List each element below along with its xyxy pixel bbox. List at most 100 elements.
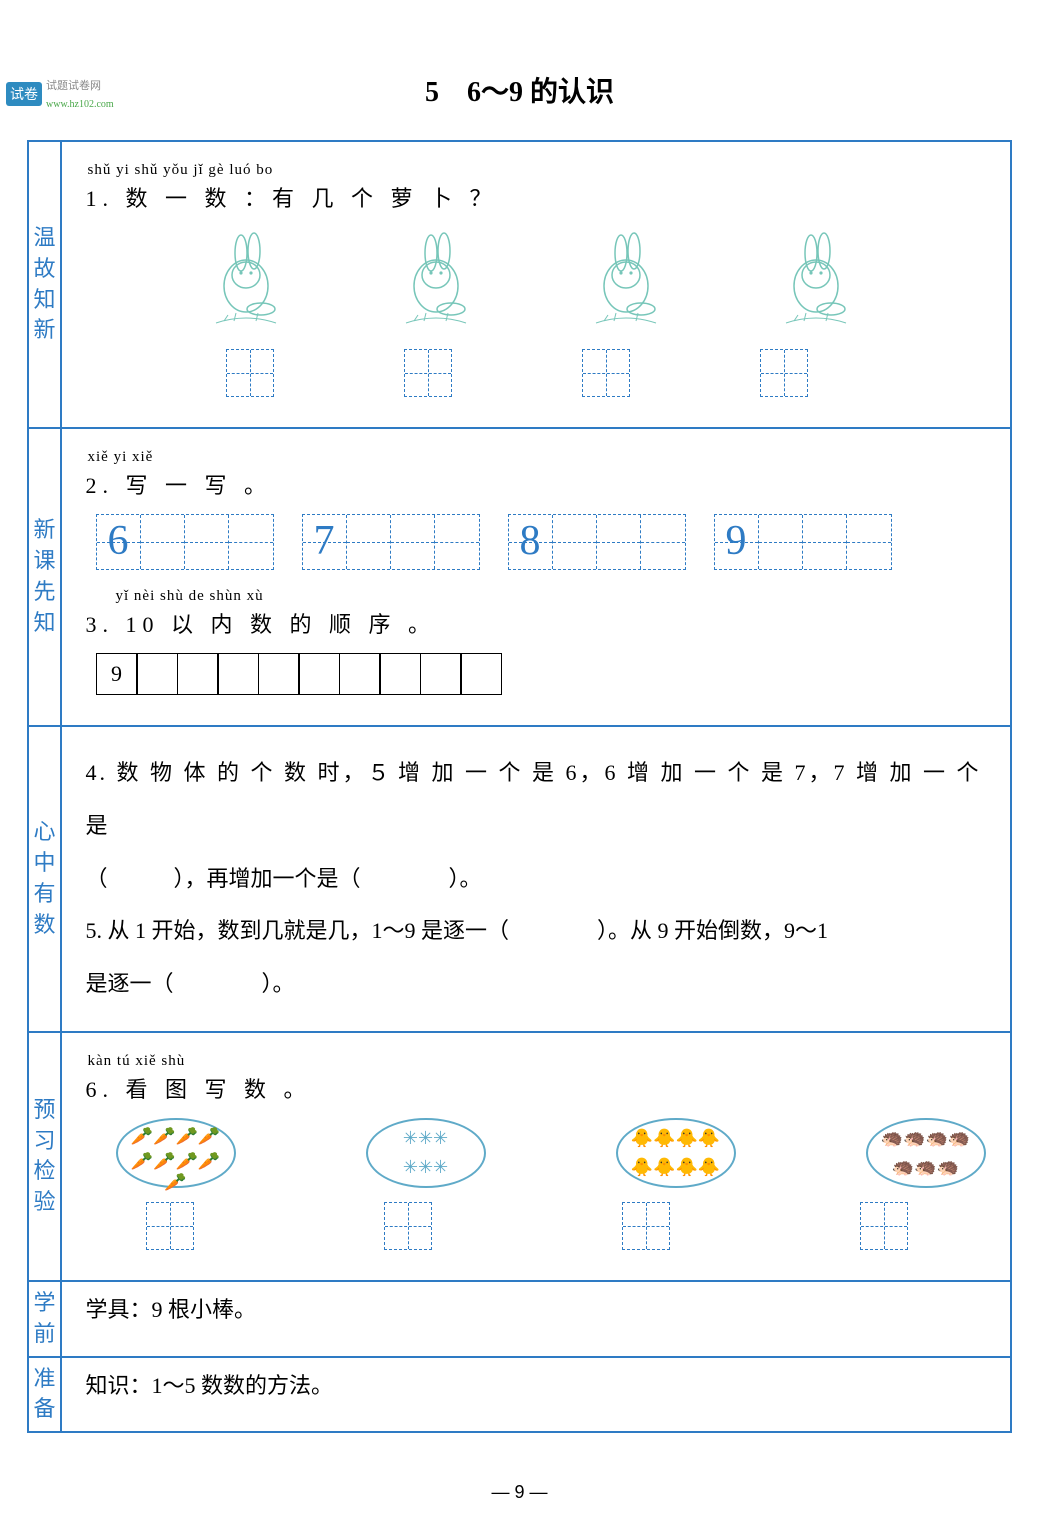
q2-pinyin: xiě yi xiě [88,449,986,466]
section-label-4: 学前 [28,1281,60,1357]
writing-track: 8 [508,514,686,570]
section-label-1: 新课先知 [28,428,60,726]
plate: 🥕🥕🥕🥕🥕🥕🥕🥕🥕 [116,1118,236,1188]
section-label-1-text: 新课先知 [33,515,55,638]
writing-cell [553,515,597,569]
writing-track: 6 [96,514,274,570]
plate-item: 🦔 [892,1157,914,1177]
digit-sample: 8 [509,515,552,567]
section-label-5: 准备 [28,1357,60,1433]
writing-cell: 6 [97,515,141,569]
answer-box [760,349,808,397]
seq-cell: 9 [96,653,138,695]
writing-cell [847,515,891,569]
answer-box [582,349,630,397]
answer-box [146,1202,194,1250]
answer-box [404,349,452,397]
q2-text: 2. 写 一 写 。 [86,468,986,500]
logo-badge: 试卷 [6,82,42,106]
section-label-3-text: 预习检验 [33,1095,55,1218]
rabbit-icon [206,231,286,331]
writing-cell: 9 [715,515,759,569]
section-label-0-text: 温故知新 [33,223,55,346]
writing-cell [435,515,479,569]
seq-cell [420,653,462,695]
rabbit-icon [586,231,666,331]
q6-text: 6. 看 图 写 数 。 [86,1072,986,1104]
writing-cell [141,515,185,569]
seq-cell [460,653,502,695]
plate: 🦔🦔🦔🦔🦔🦔🦔 [866,1118,986,1188]
logo: 试卷 试题试卷网 www.hz102.com [6,76,114,112]
writing-cell [185,515,229,569]
answer-box [860,1202,908,1250]
plate-item: 🥕 [198,1126,220,1146]
page-title: 5 6～9 的认识 [0,70,1039,110]
plate-item: 🥕 [131,1126,153,1146]
plate-item: 🥕 [153,1151,175,1171]
plate-item: 🐥 [676,1157,698,1177]
digit-sample: 6 [97,515,140,567]
q1-pinyin: shǔ yi shǔ yǒu jǐ gè luó bo [88,162,986,179]
logo-text: 试题试卷网 [46,80,101,92]
section-label-5-text: 准备 [33,1364,55,1426]
q6-pinyin: kàn tú xiě shù [88,1053,986,1070]
plate-item: 🥕 [131,1151,153,1171]
writing-cell: 8 [509,515,553,569]
rabbit-icon [776,231,856,331]
plate-item: 🦔 [914,1157,936,1177]
writing-cell [347,515,391,569]
section-label-2: 心中有数 [28,726,60,1032]
plate-item: 🐥 [653,1157,675,1177]
page-number: — 9 — [0,1482,1039,1503]
prep-knowledge: 知识：1～5 数数的方法。 [61,1357,1011,1433]
plate-item: ✳ [418,1157,433,1177]
q6-plates: 🥕🥕🥕🥕🥕🥕🥕🥕🥕✳✳✳✳✳✳🐥🐥🐥🐥🐥🐥🐥🐥🦔🦔🦔🦔🦔🦔🦔 [116,1118,986,1188]
section-content-3: kàn tú xiě shù 6. 看 图 写 数 。 🥕🥕🥕🥕🥕🥕🥕🥕🥕✳✳✳… [61,1032,1011,1281]
answer-box [622,1202,670,1250]
plate: 🐥🐥🐥🐥🐥🐥🐥🐥 [616,1118,736,1188]
seq-cell [298,653,340,695]
q6-boxes [146,1202,986,1250]
q3-seq: 9 [96,653,986,695]
q4-l1a: 4. 数 物 体 的 个 数 时， [86,760,368,785]
q4-five: ５ [368,760,390,785]
plate-item: 🥕 [176,1126,198,1146]
answer-box [384,1202,432,1250]
logo-url: www.hz102.com [46,99,114,110]
section-label-0: 温故知新 [28,141,60,428]
section-content-0: shǔ yi shǔ yǒu jǐ gè luó bo 1. 数 一 数 ：有 … [61,141,1011,428]
q4-line2: （ ），再增加一个是（ ）。 [86,853,986,906]
writing-track: 7 [302,514,480,570]
q5-line1: 5. 从 1 开始，数到几就是几，1～9 是逐一（ ）。从 9 开始倒数，9～1 [86,905,986,958]
main-table: 温故知新 shǔ yi shǔ yǒu jǐ gè luó bo 1. 数 一 … [27,140,1011,1433]
q4-line1: 4. 数 物 体 的 个 数 时，５ 增 加 一 个 是 6，6 增 加 一 个… [86,747,986,853]
plate-item: 🐥 [631,1128,653,1148]
plate-item: 🐥 [698,1157,720,1177]
plate-item: ✳ [433,1157,448,1177]
plate-item: 🦔 [948,1128,970,1148]
writing-cell [759,515,803,569]
rabbit-icon [396,231,476,331]
plate-item: 🥕 [153,1126,175,1146]
q5-line2: 是逐一（ ）。 [86,958,986,1011]
plate-item: ✳ [418,1128,433,1148]
seq-cell [217,653,259,695]
plate-item: 🦔 [881,1128,903,1148]
prep-tools: 学具：9 根小棒。 [61,1281,1011,1357]
seq-cell [258,653,300,695]
writing-cell [803,515,847,569]
section-label-4-text: 学前 [33,1288,55,1350]
seq-cell [177,653,219,695]
plate-item: 🐥 [698,1128,720,1148]
q1-boxes [226,349,986,397]
writing-cell [641,515,685,569]
plate-item: 🐥 [676,1128,698,1148]
plate-item: ✳ [403,1128,418,1148]
plate-item: 🐥 [653,1128,675,1148]
seq-cell [136,653,178,695]
plate-item: 🥕 [176,1151,198,1171]
section-label-2-text: 心中有数 [33,817,55,940]
section-label-3: 预习检验 [28,1032,60,1281]
answer-box [226,349,274,397]
